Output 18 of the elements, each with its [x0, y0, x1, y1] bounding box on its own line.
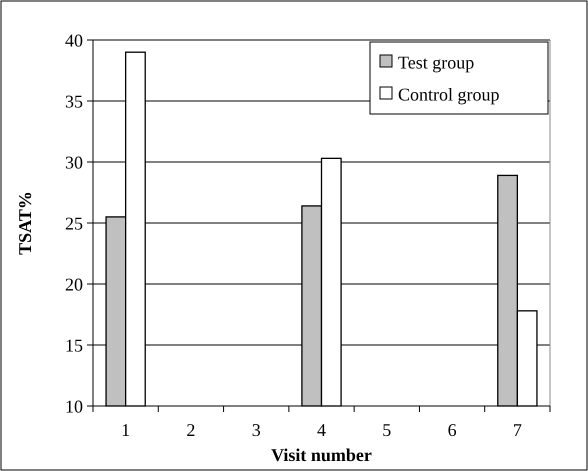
- x-tick-label: 4: [317, 420, 326, 440]
- y-tick-label: 10: [65, 396, 83, 416]
- x-tick-label: 6: [448, 420, 457, 440]
- y-axis-title: TSAT%: [15, 191, 35, 255]
- y-tick-label: 40: [65, 30, 83, 50]
- y-tick-label: 20: [65, 274, 83, 294]
- y-tick-label: 15: [65, 335, 83, 356]
- legend-label: Test group: [398, 52, 474, 72]
- y-tick-label: 35: [65, 91, 83, 112]
- y-tick-label: 25: [65, 213, 83, 234]
- x-tick-label: 3: [252, 420, 261, 440]
- x-tick-label: 7: [512, 420, 522, 440]
- legend-label: Control group: [398, 84, 500, 104]
- x-tick-label: 1: [121, 420, 130, 440]
- x-axis-title: Visit number: [271, 445, 372, 465]
- x-tick-label: 5: [382, 420, 392, 440]
- x-tick-label: 2: [186, 420, 196, 440]
- y-tick-label: 30: [65, 152, 83, 172]
